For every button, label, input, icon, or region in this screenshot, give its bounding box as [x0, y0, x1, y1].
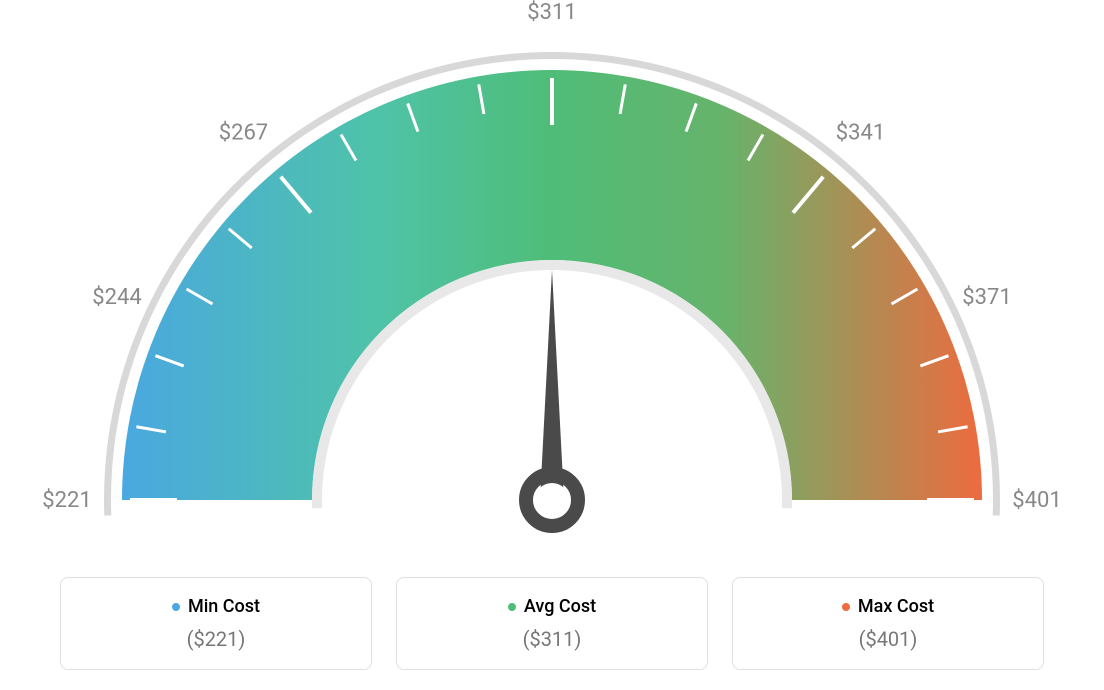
gauge-svg: $221 $244 $267 $311 $341 $371 $401: [0, 0, 1104, 560]
gauge-needle-hub-inner: [535, 483, 569, 517]
legend-min-value: ($221): [81, 627, 351, 651]
legend-container: Min Cost ($221) Avg Cost ($311) Max Cost…: [0, 577, 1104, 670]
legend-avg-card: Avg Cost ($311): [396, 577, 708, 670]
gauge-tick-label: $401: [1012, 488, 1061, 513]
legend-max-value: ($401): [753, 627, 1023, 651]
legend-avg-dot: [508, 603, 516, 611]
gauge-needle: [540, 270, 564, 500]
gauge-tick-label: $244: [92, 285, 141, 310]
gauge-chart: $221 $244 $267 $311 $341 $371 $401: [0, 0, 1104, 560]
gauge-tick-label: $267: [219, 120, 268, 145]
gauge-tick-label: $341: [836, 120, 885, 145]
legend-min-card: Min Cost ($221): [60, 577, 372, 670]
gauge-tick-label: $371: [962, 285, 1011, 310]
legend-avg-label: Avg Cost: [524, 596, 596, 617]
legend-max-label: Max Cost: [858, 596, 934, 617]
legend-min-dot: [172, 603, 180, 611]
gauge-tick-label: $221: [42, 488, 91, 513]
legend-max-dot: [842, 603, 850, 611]
legend-avg-value: ($311): [417, 627, 687, 651]
gauge-tick-label: $311: [527, 0, 576, 25]
legend-max-card: Max Cost ($401): [732, 577, 1044, 670]
legend-min-label: Min Cost: [188, 596, 260, 617]
